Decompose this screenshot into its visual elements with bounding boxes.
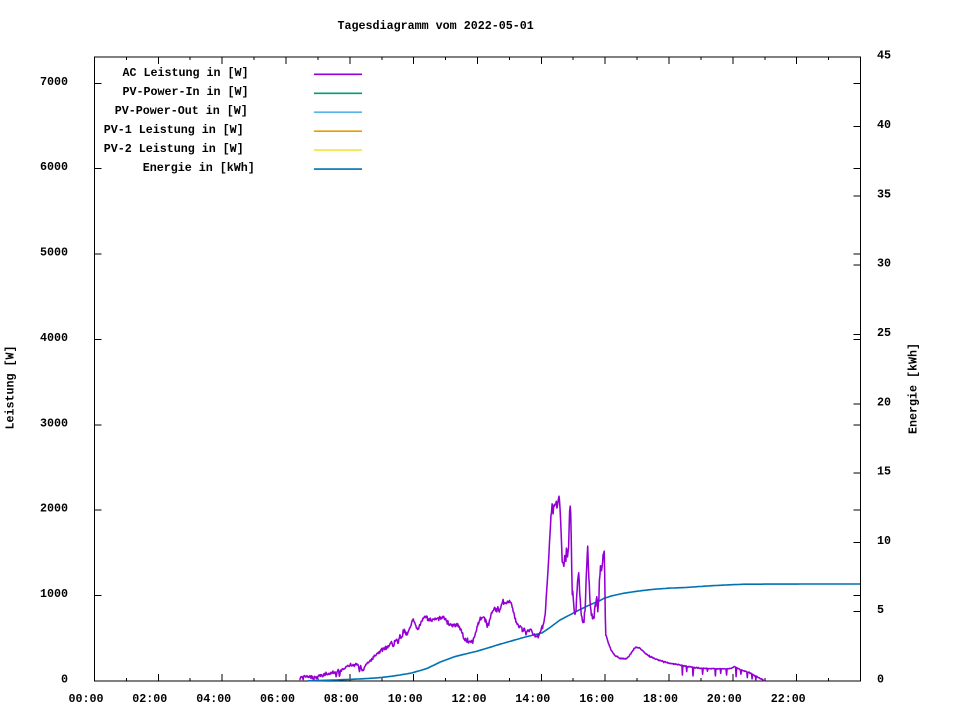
svg-text:7000: 7000 (40, 75, 68, 89)
svg-text:12:00: 12:00 (452, 692, 487, 706)
svg-text:14:00: 14:00 (515, 692, 550, 706)
svg-text:25: 25 (877, 326, 891, 340)
svg-text:5: 5 (877, 603, 884, 617)
svg-text:40: 40 (877, 118, 891, 132)
svg-text:AC Leistung in [W]: AC Leistung in [W] (123, 66, 249, 80)
svg-text:PV-Power-In in [W]: PV-Power-In in [W] (123, 85, 249, 99)
svg-text:18:00: 18:00 (643, 692, 678, 706)
svg-text:Tagesdiagramm vom 2022-05-01: Tagesdiagramm vom 2022-05-01 (338, 19, 534, 33)
svg-text:PV-2 Leistung in [W]: PV-2 Leistung in [W] (104, 142, 244, 156)
svg-text:04:00: 04:00 (196, 692, 231, 706)
svg-text:10: 10 (877, 534, 891, 548)
svg-text:0: 0 (877, 673, 884, 687)
svg-text:15: 15 (877, 465, 891, 479)
svg-text:22:00: 22:00 (771, 692, 806, 706)
svg-text:20: 20 (877, 395, 891, 409)
svg-text:Energie [kWh]: Energie [kWh] (907, 343, 921, 434)
svg-text:45: 45 (877, 49, 891, 63)
svg-text:16:00: 16:00 (579, 692, 614, 706)
svg-text:0: 0 (61, 673, 68, 687)
svg-text:4000: 4000 (40, 331, 68, 345)
svg-text:PV-1 Leistung in [W]: PV-1 Leistung in [W] (104, 123, 244, 137)
svg-text:Energie in [kWh]: Energie in [kWh] (143, 161, 255, 175)
svg-text:06:00: 06:00 (260, 692, 295, 706)
svg-text:10:00: 10:00 (388, 692, 423, 706)
svg-text:30: 30 (877, 257, 891, 271)
svg-text:08:00: 08:00 (324, 692, 359, 706)
svg-text:Leistung [W]: Leistung [W] (4, 346, 18, 430)
svg-text:35: 35 (877, 187, 891, 201)
svg-text:00:00: 00:00 (69, 692, 104, 706)
svg-text:3000: 3000 (40, 416, 68, 430)
svg-text:20:00: 20:00 (707, 692, 742, 706)
svg-text:6000: 6000 (40, 160, 68, 174)
svg-text:2000: 2000 (40, 502, 68, 516)
svg-text:02:00: 02:00 (132, 692, 167, 706)
svg-text:1000: 1000 (40, 587, 68, 601)
svg-text:5000: 5000 (40, 246, 68, 260)
svg-text:PV-Power-Out in [W]: PV-Power-Out in [W] (115, 104, 248, 118)
